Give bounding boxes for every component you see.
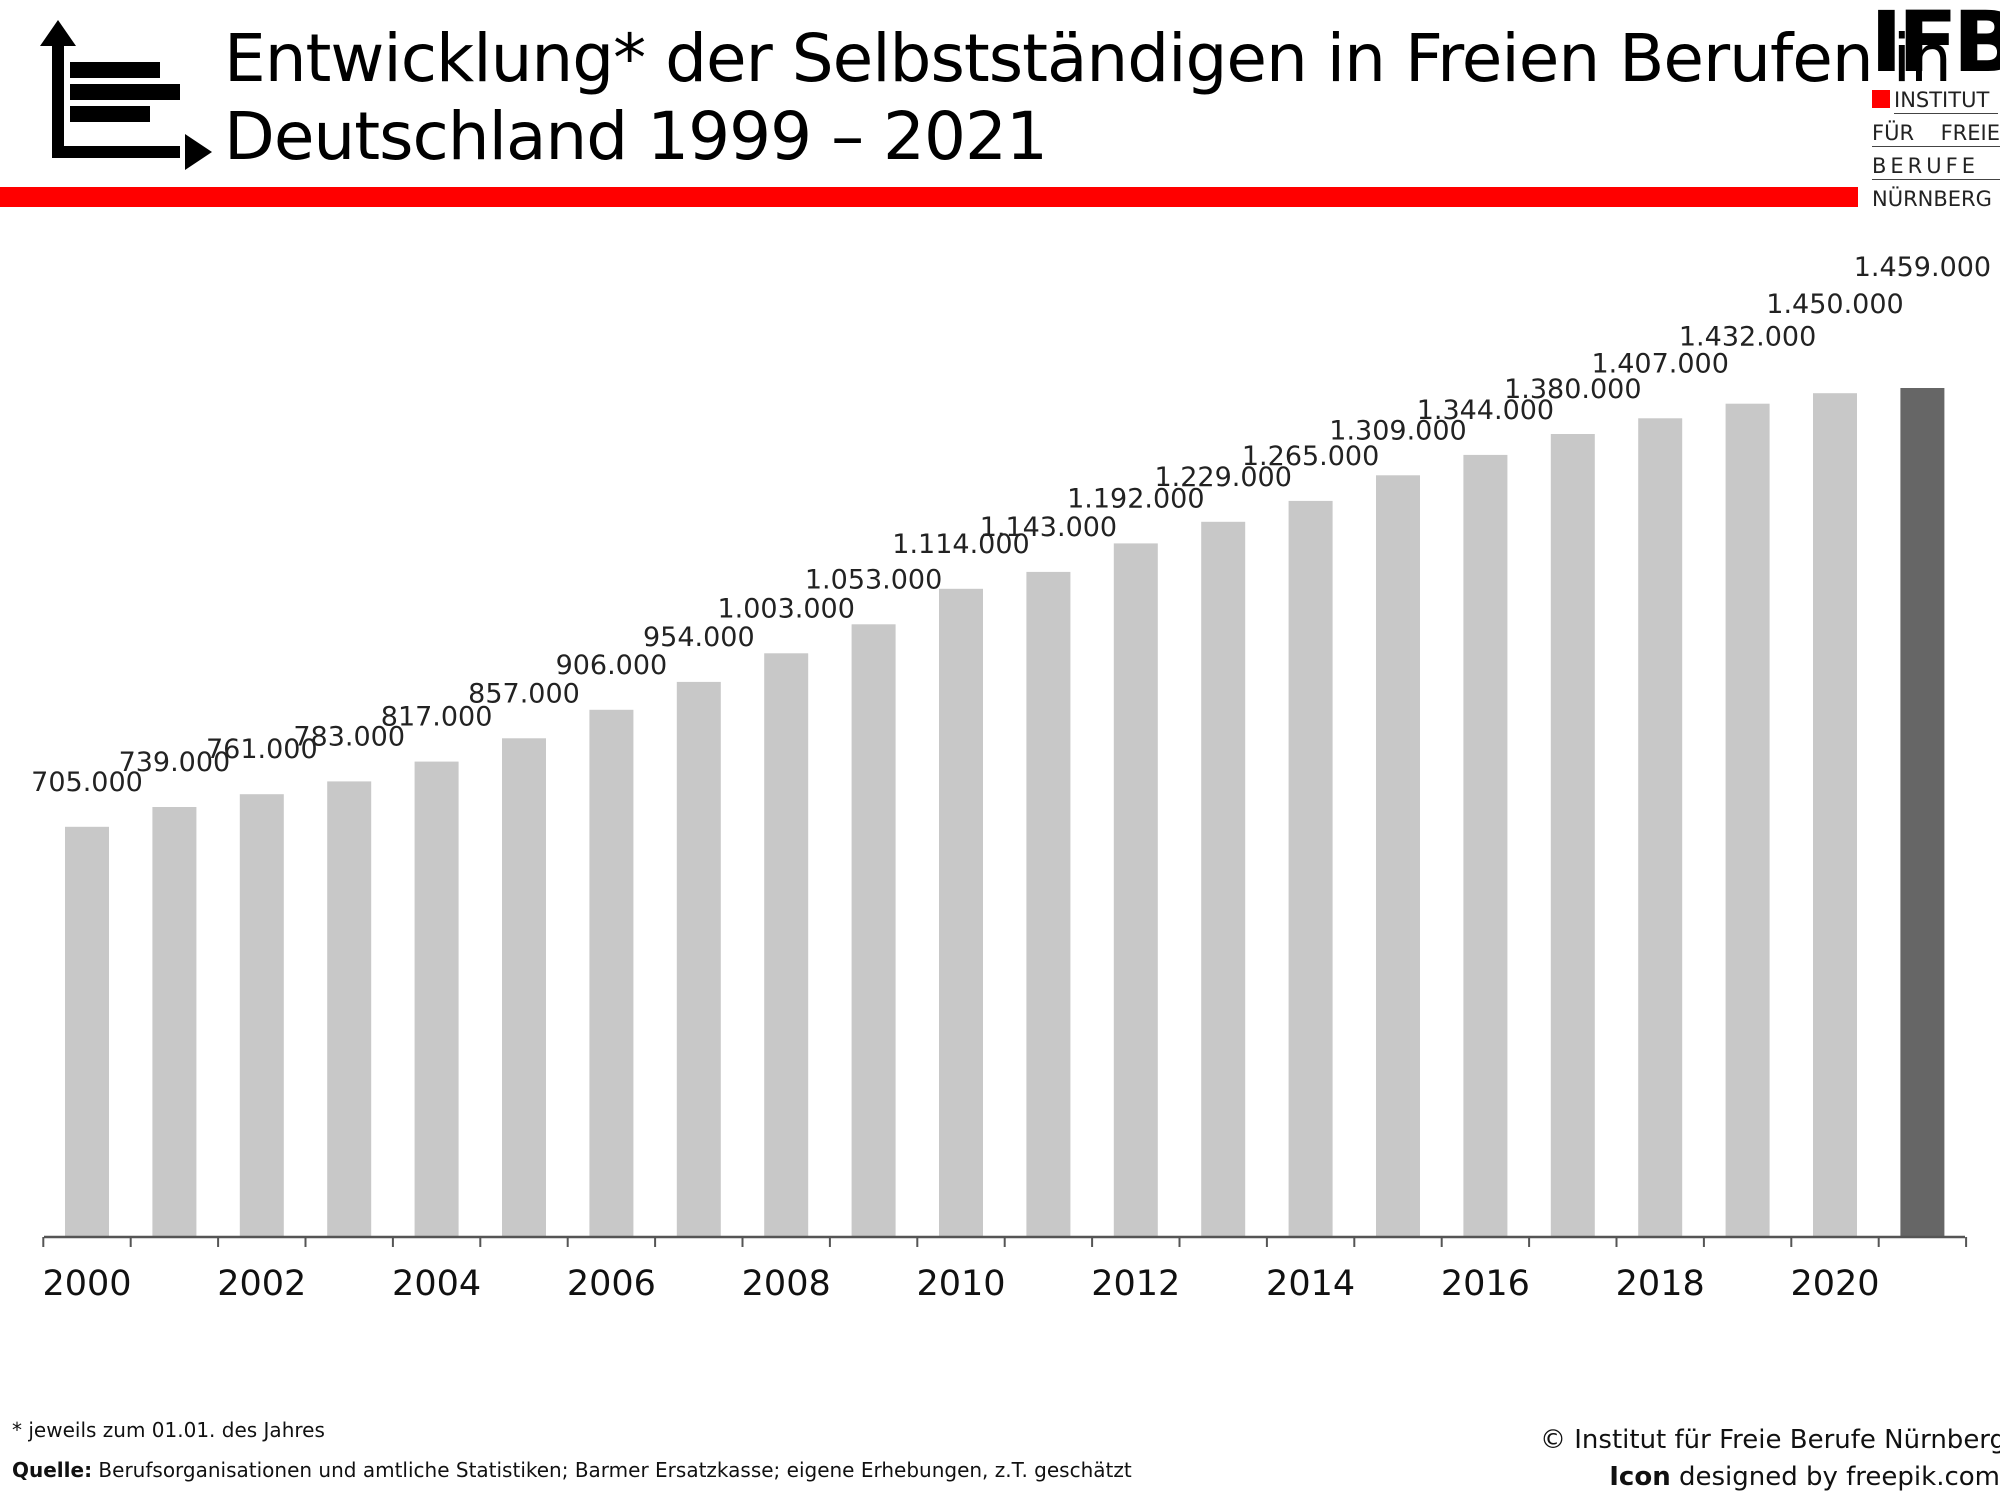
value-label-2005: 857.000 <box>468 678 580 709</box>
x-tick-label-2018: 2018 <box>1616 1264 1705 1304</box>
logo-red-square <box>1872 90 1890 108</box>
icon-credit: Icon designed by freepik.com <box>1540 1462 2000 1492</box>
bar-2014 <box>1288 500 1333 1237</box>
bar-2005 <box>502 738 546 1237</box>
title-line-2: Deutschland 1999 – 2021 <box>224 98 1048 175</box>
bar-2000 <box>65 826 109 1237</box>
x-tick-label-2020: 2020 <box>1790 1264 1879 1304</box>
value-label-2000: 705.000 <box>31 767 143 798</box>
value-label-2012: 1.192.000 <box>1067 483 1204 514</box>
bar-2009 <box>851 624 896 1237</box>
bar-2016 <box>1463 454 1508 1237</box>
value-label-2013: 1.229.000 <box>1154 462 1291 493</box>
value-label-2018: 1.407.000 <box>1591 348 1728 379</box>
page-title: Entwicklung* der Selbstständigen in Frei… <box>224 20 1952 176</box>
bar-2002 <box>239 794 284 1237</box>
value-label-2003: 783.000 <box>293 721 405 752</box>
bar-2015 <box>1376 475 1420 1237</box>
x-tick-label-2012: 2012 <box>1091 1264 1180 1304</box>
bar-chart: 705.000739.000761.000783.000817.000857.0… <box>31 252 1991 1304</box>
x-tick-label-2014: 2014 <box>1266 1264 1355 1304</box>
icon-credit-bold: Icon <box>1609 1462 1671 1492</box>
bar-2013 <box>1201 521 1246 1237</box>
value-label-2001: 739.000 <box>119 747 231 778</box>
x-tick-label-2000: 2000 <box>42 1264 131 1304</box>
source-note: Quelle: Berufsorganisationen und amtlich… <box>12 1458 1132 1482</box>
bar-2019 <box>1725 403 1770 1237</box>
value-label-2015: 1.309.000 <box>1329 415 1466 446</box>
value-label-2010: 1.114.000 <box>892 529 1029 560</box>
bar-2020 <box>1813 393 1857 1237</box>
ifb-logo: IFB INSTITUT FÜR FREIE BERUFE NÜRNBERG <box>1866 0 2000 213</box>
value-label-2014: 1.265.000 <box>1242 441 1379 472</box>
bar-chart-icon <box>40 20 212 170</box>
value-label-2011: 1.143.000 <box>980 512 1117 543</box>
title-line-1: Entwicklung* der Selbstständigen in Frei… <box>224 20 1952 97</box>
logo-line-3: BERUFE <box>1872 154 2000 180</box>
bar-2011 <box>1026 571 1071 1237</box>
value-label-2020: 1.450.000 <box>1766 289 1903 320</box>
bar-2004 <box>414 761 459 1237</box>
x-tick-label-2004: 2004 <box>392 1264 481 1304</box>
x-tick-label-2008: 2008 <box>742 1264 831 1304</box>
bar-2007 <box>676 681 721 1237</box>
value-label-2008: 1.003.000 <box>717 593 854 624</box>
x-tick-label-2002: 2002 <box>217 1264 306 1304</box>
bar-2018 <box>1638 418 1683 1237</box>
logo-line-1: INSTITUT <box>1894 88 1998 114</box>
icon-credit-text: designed by freepik.com <box>1670 1462 2000 1492</box>
footnote: * jeweils zum 01.01. des Jahres <box>12 1418 325 1442</box>
bar-2006 <box>589 709 634 1237</box>
source-label: Quelle: <box>12 1458 93 1482</box>
value-label-2007: 954.000 <box>643 622 755 653</box>
x-tick-label-2016: 2016 <box>1441 1264 1530 1304</box>
value-label-2004: 817.000 <box>381 702 493 733</box>
value-label-2019: 1.432.000 <box>1679 322 1816 353</box>
source-text: Berufsorganisationen und amtliche Statis… <box>92 1458 1132 1482</box>
bar-2012 <box>1113 543 1158 1237</box>
logo-line-4: NÜRNBERG <box>1872 187 1992 211</box>
copyright-notice: © Institut für Freie Berufe Nürnberg <box>1540 1425 2000 1455</box>
value-label-2009: 1.053.000 <box>805 564 942 595</box>
bar-2021 <box>1900 388 1945 1237</box>
logo-mark: IFB <box>1870 0 2000 91</box>
bar-2010 <box>939 588 983 1237</box>
value-label-2002: 761.000 <box>206 734 318 765</box>
bar-2001 <box>152 807 197 1237</box>
value-label-2021: 1.459.000 <box>1854 252 1991 283</box>
value-label-2017: 1.380.000 <box>1504 374 1641 405</box>
bar-2008 <box>764 653 809 1237</box>
logo-line-2: FÜR FREIE <box>1872 121 2000 147</box>
x-tick-label-2010: 2010 <box>916 1264 1005 1304</box>
value-label-2006: 906.000 <box>556 650 668 681</box>
header-divider <box>0 187 1858 207</box>
bar-2003 <box>327 781 372 1237</box>
x-tick-label-2006: 2006 <box>567 1264 656 1304</box>
bar-2017 <box>1550 434 1595 1237</box>
value-label-2016: 1.344.000 <box>1417 395 1554 426</box>
